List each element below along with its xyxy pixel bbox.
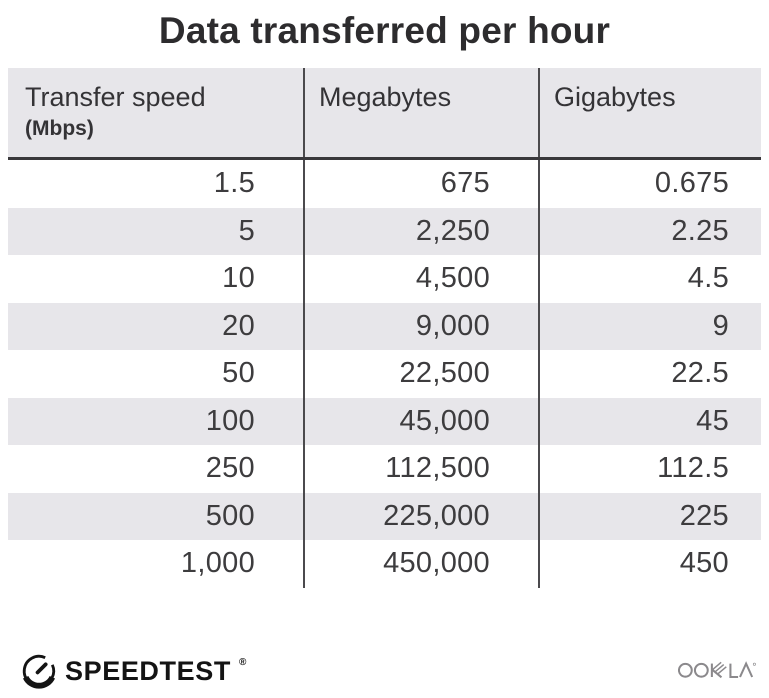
table-row: 1.5 675 0.675: [8, 160, 761, 208]
table-row: 250 112,500 112.5: [8, 445, 761, 493]
ookla-logo: [677, 657, 756, 686]
cell-megabytes: 9,000: [303, 302, 538, 350]
cell-megabytes: 450,000: [303, 540, 538, 588]
cell-speed: 20: [222, 309, 255, 342]
cell-gigabytes: 112.5: [538, 445, 761, 493]
cell-gigabytes: 225: [538, 492, 761, 540]
cell-megabytes: 225,000: [303, 492, 538, 540]
cell-megabytes: 45,000: [303, 397, 538, 445]
speedtest-wordmark: SPEEDTEST: [65, 655, 231, 686]
speedtest-gauge-icon: [22, 654, 56, 689]
table-header-row: Transfer speed (Mbps) Megabytes Gigabyte…: [8, 68, 761, 160]
page-title: Data transferred per hour: [158, 10, 611, 51]
column-header-transfer-speed-label: Transfer speed: [25, 82, 206, 112]
table-row: 50 22,500 22.5: [8, 350, 761, 398]
cell-gigabytes: 9: [538, 302, 761, 350]
cell-gigabytes: 4.5: [538, 255, 761, 303]
cell-megabytes: 112,500: [303, 445, 538, 493]
cell-speed: 5: [238, 214, 255, 247]
table-row: 10 4,500 4.5: [8, 255, 761, 303]
cell-speed: 10: [222, 262, 255, 295]
column-header-megabytes: Megabytes: [303, 68, 538, 157]
column-header-transfer-speed-unit: (Mbps): [25, 117, 94, 141]
speedtest-logo: SPEEDTEST ®: [20, 652, 247, 690]
table-row: 100 45,000 45: [8, 397, 761, 445]
cell-gigabytes: 45: [538, 397, 761, 445]
cell-speed: 50: [222, 357, 255, 390]
cell-speed: 250: [205, 452, 255, 485]
cell-gigabytes: 450: [538, 540, 761, 588]
table-row: 20 9,000 9: [8, 302, 761, 350]
cell-gigabytes: 22.5: [538, 350, 761, 398]
table-row: 1,000 450,000 450: [8, 540, 761, 588]
cell-megabytes: 4,500: [303, 255, 538, 303]
cell-megabytes: 22,500: [303, 350, 538, 398]
table-row: 5 2,250 2.25: [8, 207, 761, 255]
column-header-gigabytes: Gigabytes: [538, 68, 761, 157]
data-table: Transfer speed (Mbps) Megabytes Gigabyte…: [8, 68, 761, 588]
cell-megabytes: 2,250: [303, 207, 538, 255]
table-row: 500 225,000 225: [8, 492, 761, 540]
column-header-transfer-speed: Transfer speed (Mbps): [8, 68, 303, 157]
cell-speed: 100: [205, 404, 255, 437]
cell-gigabytes: 2.25: [538, 207, 761, 255]
cell-megabytes: 675: [303, 160, 538, 208]
cell-speed: 1.5: [213, 167, 255, 200]
cell-gigabytes: 0.675: [538, 160, 761, 208]
registered-trademark-icon: ®: [238, 656, 247, 668]
cell-speed: 1,000: [180, 547, 255, 580]
cell-speed: 500: [205, 499, 255, 532]
ookla-wordmark-icon: [677, 661, 756, 679]
